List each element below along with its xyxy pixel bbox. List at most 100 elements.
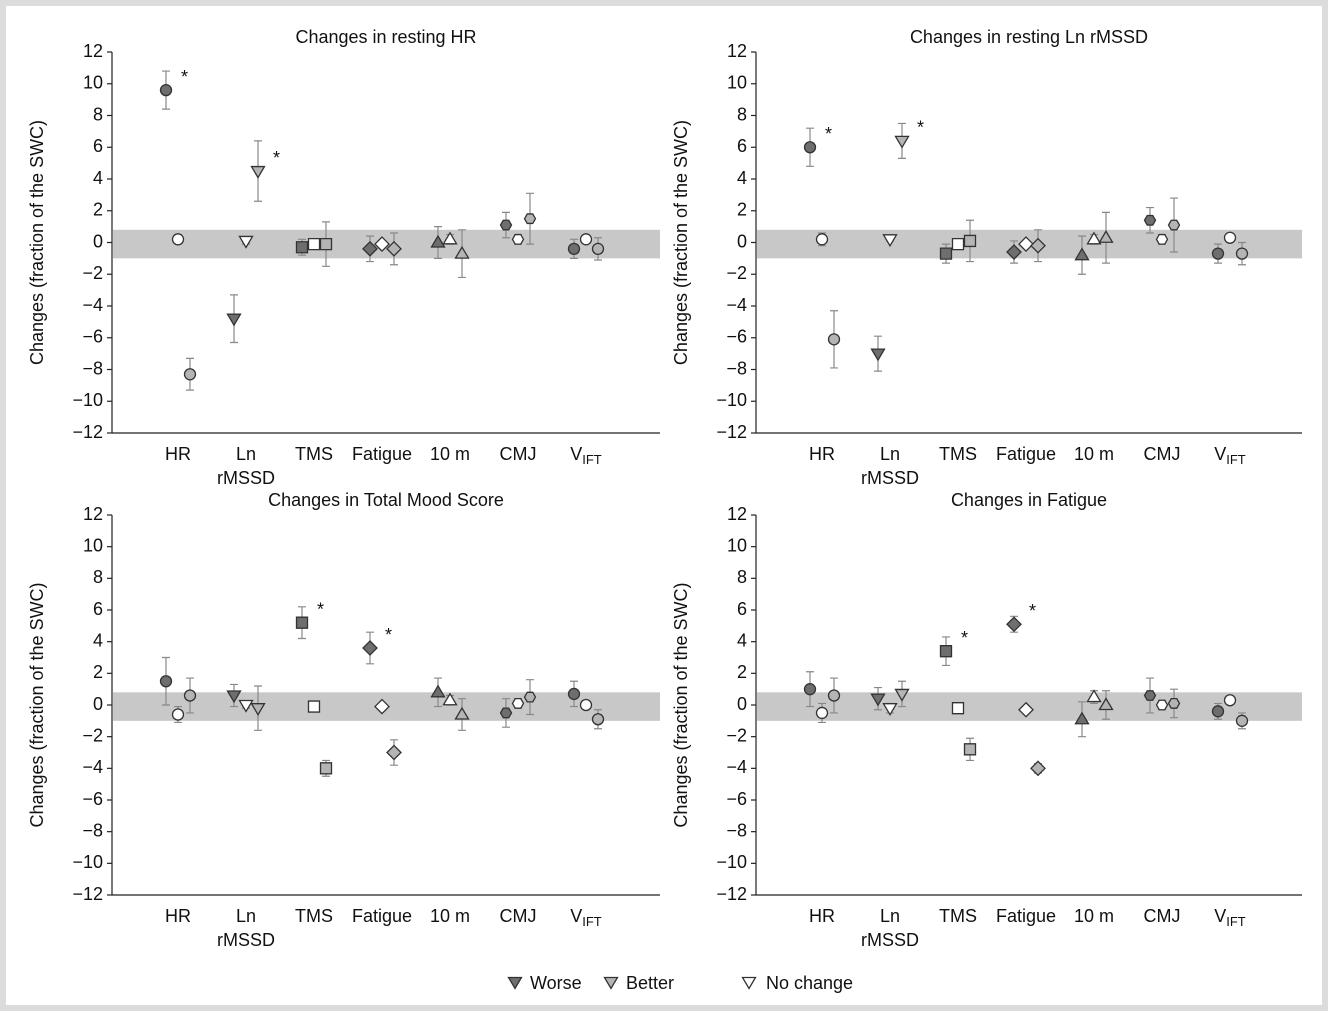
marker: [1143, 214, 1157, 226]
x-tick-label-main: V: [1214, 906, 1226, 926]
x-tick-label: Ln: [236, 906, 256, 926]
y-tick-label: 6: [737, 599, 747, 619]
marker: [523, 213, 537, 225]
y-tick-label: 8: [93, 104, 103, 124]
x-tick-label: rMSSD: [861, 930, 919, 950]
series: [171, 692, 593, 724]
y-tick-label: −8: [726, 820, 747, 840]
marker: [307, 237, 321, 251]
marker: [882, 234, 898, 248]
y-tick-label: 0: [737, 231, 747, 251]
y-tick-label: −8: [82, 820, 103, 840]
marker: [250, 165, 266, 179]
x-tick-label: VIFT: [1214, 906, 1246, 930]
marker: [1223, 231, 1237, 244]
x-tick-label: rMSSD: [217, 468, 275, 488]
x-tick-label: CMJ: [500, 906, 537, 926]
y-tick-label: −8: [82, 358, 103, 378]
marker: [579, 698, 593, 712]
marker: [1235, 247, 1249, 260]
marker: [803, 683, 817, 696]
y-tick-label: −6: [82, 327, 103, 347]
x-tick-label: VIFT: [1214, 444, 1246, 468]
y-tick-label: −4: [82, 295, 103, 315]
y-tick-label: 4: [737, 168, 747, 188]
chart-title: Changes in Fatigue: [951, 490, 1107, 510]
marker: [567, 242, 581, 256]
legend-marker: [507, 976, 523, 990]
x-tick-label: 10 m: [1074, 906, 1114, 926]
marker: [226, 313, 242, 327]
marker: [1030, 760, 1046, 777]
y-tick-label: −6: [726, 327, 747, 347]
series: [815, 231, 1237, 253]
marker: [386, 744, 402, 761]
y-tick-label: −10: [72, 390, 103, 410]
marker: [183, 368, 197, 381]
x-tick-label-main: V: [570, 444, 582, 464]
x-tick-label-sub: IFT: [582, 452, 602, 467]
marker: [319, 762, 333, 775]
marker: [803, 141, 817, 154]
marker: [295, 616, 309, 629]
series: *: [827, 118, 1249, 369]
marker: [238, 699, 254, 713]
significance: *: [917, 118, 924, 138]
marker: [894, 135, 910, 149]
y-tick-label: −4: [726, 295, 747, 315]
marker: [815, 233, 829, 246]
y-tick-label: 12: [727, 504, 747, 524]
marker: [827, 689, 841, 702]
y-tick-label: 2: [93, 662, 103, 682]
y-tick-label: −4: [726, 757, 747, 777]
x-tick-label: Fatigue: [996, 444, 1056, 464]
y-tick-label: −4: [82, 757, 103, 777]
marker: [238, 235, 254, 249]
x-tick-label: rMSSD: [217, 930, 275, 950]
y-tick-label: 10: [727, 535, 747, 555]
series: *: [183, 140, 605, 391]
x-tick-label: 10 m: [430, 444, 470, 464]
marker: [171, 708, 185, 721]
marker: [939, 247, 953, 260]
y-tick-label: −12: [716, 422, 747, 442]
y-tick-label: 4: [93, 168, 103, 188]
marker: [295, 241, 309, 254]
x-tick-label: Ln: [880, 906, 900, 926]
series: [827, 677, 1249, 777]
x-tick-label: rMSSD: [861, 468, 919, 488]
x-tick-label: Ln: [236, 444, 256, 464]
marker: [963, 234, 977, 248]
y-tick-label: 0: [93, 231, 103, 251]
y-tick-label: −2: [726, 725, 747, 745]
marker: [430, 684, 446, 698]
x-tick-label: TMS: [295, 906, 333, 926]
marker: [1098, 697, 1114, 711]
marker: [499, 219, 513, 231]
y-tick-label: 8: [737, 567, 747, 587]
marker: [1223, 694, 1237, 707]
marker: [386, 240, 402, 257]
x-tick-label-sub: IFT: [1226, 452, 1246, 467]
x-tick-label: HR: [809, 444, 835, 464]
marker: [939, 645, 953, 658]
chart-title: Changes in resting HR: [295, 27, 476, 47]
series: **: [159, 599, 581, 728]
marker: [827, 333, 841, 346]
y-tick-label: 10: [83, 535, 103, 555]
marker: [882, 703, 898, 716]
marker: [567, 687, 581, 701]
y-tick-label: −10: [72, 852, 103, 872]
series: [815, 689, 1237, 724]
marker: [963, 743, 977, 756]
marker: [226, 690, 242, 704]
y-tick-label: 10: [83, 73, 103, 93]
marker: [591, 242, 605, 256]
marker: [374, 236, 390, 253]
significance: *: [317, 599, 324, 619]
marker: [454, 706, 470, 720]
marker: [250, 703, 266, 716]
